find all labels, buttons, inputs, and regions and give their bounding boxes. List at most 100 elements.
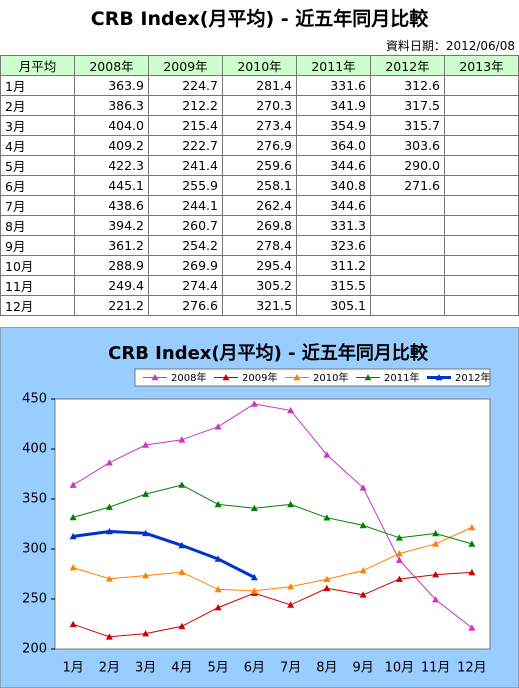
value-cell: 317.5 (370, 95, 445, 116)
data-point (178, 622, 186, 630)
data-point (395, 556, 403, 563)
data-point (287, 583, 295, 590)
value-cell: 354.9 (296, 115, 371, 136)
data-point (287, 500, 295, 508)
legend-marker (364, 374, 372, 381)
value-cell: 290.0 (370, 155, 445, 176)
month-cell: 2月 (0, 95, 75, 116)
value-cell: 274.4 (148, 275, 223, 296)
legend-label: 2010年 (313, 371, 348, 384)
empty-cell (370, 295, 445, 316)
month-cell: 6月 (0, 175, 75, 196)
table-row: 6月 445.1 255.9 258.1 340.8 271.6 (0, 175, 519, 196)
table-row: 10月 288.9 269.9 295.4 311.2 (0, 255, 519, 276)
data-point (250, 573, 258, 581)
value-cell: 278.4 (222, 235, 297, 256)
x-tick-label: 11月 (421, 661, 451, 676)
value-cell: 255.9 (148, 175, 223, 196)
data-point (69, 532, 77, 540)
value-cell: 363.9 (74, 75, 149, 96)
value-cell: 331.6 (296, 75, 371, 96)
table-row: 4月 409.2 222.7 276.9 364.0 303.6 (0, 135, 519, 156)
y-tick-label: 200 (22, 642, 47, 657)
empty-cell (370, 195, 445, 216)
legend-label: 2012年 (455, 371, 490, 384)
data-point (69, 564, 77, 571)
value-cell: 222.7 (148, 135, 223, 156)
table-row: 12月 221.2 276.6 321.5 305.1 (0, 295, 519, 316)
value-cell: 409.2 (74, 135, 149, 156)
value-cell: 258.1 (222, 175, 297, 196)
data-point (105, 528, 113, 535)
data-point (178, 436, 186, 443)
x-tick-label: 8月 (316, 661, 337, 676)
data-point (250, 400, 258, 407)
data-point (105, 459, 113, 466)
month-cell: 8月 (0, 215, 75, 236)
value-cell: 221.2 (74, 295, 149, 316)
legend-marker (222, 374, 230, 381)
data-point (432, 596, 440, 603)
data-point (178, 481, 186, 488)
value-cell: 288.9 (74, 255, 149, 276)
y-tick-label: 300 (22, 542, 47, 557)
value-cell: 270.3 (222, 95, 297, 116)
value-cell: 321.5 (222, 295, 297, 316)
value-cell: 312.6 (370, 75, 445, 96)
x-tick-label: 5月 (207, 661, 228, 676)
legend-marker (435, 374, 443, 381)
month-cell: 12月 (0, 295, 75, 316)
data-point (395, 550, 403, 557)
table-row: 1月 363.9 224.7 281.4 331.6 312.6 (0, 75, 519, 96)
empty-cell (444, 155, 519, 176)
value-cell: 323.6 (296, 235, 371, 256)
value-cell: 249.4 (74, 275, 149, 296)
series-line (72, 571, 472, 638)
value-cell: 262.4 (222, 195, 297, 216)
value-cell: 241.4 (148, 155, 223, 176)
empty-cell (444, 295, 519, 316)
value-cell: 404.0 (74, 115, 149, 136)
empty-cell (444, 95, 519, 116)
empty-cell (370, 235, 445, 256)
data-point (178, 541, 186, 549)
table-row: 8月 394.2 260.7 269.8 331.3 (0, 215, 519, 236)
page-title: CRB Index(月平均) - 近五年同月比較 (90, 8, 429, 30)
month-cell: 4月 (0, 135, 75, 156)
series-line (72, 403, 473, 629)
value-cell: 361.2 (74, 235, 149, 256)
data-point (432, 540, 440, 547)
value-cell: 259.6 (222, 155, 297, 176)
data-point (359, 521, 367, 529)
data-point (214, 585, 222, 593)
empty-cell (444, 135, 519, 156)
legend (134, 368, 491, 387)
series-line (72, 527, 473, 592)
value-cell: 276.6 (148, 295, 223, 316)
value-cell: 271.6 (370, 175, 445, 196)
data-point (323, 584, 331, 592)
value-cell: 331.3 (296, 215, 371, 236)
header-cell: 2013年 (444, 55, 519, 76)
value-cell: 276.9 (222, 135, 297, 156)
month-cell: 9月 (0, 235, 75, 256)
empty-cell (444, 115, 519, 136)
data-point (468, 540, 476, 547)
chart-title: CRB Index(月平均) - 近五年同月比較 (108, 342, 429, 364)
data-point (250, 504, 258, 511)
data-point (105, 503, 113, 510)
y-tick-label: 350 (22, 492, 47, 507)
header-cell: 2012年 (370, 55, 445, 76)
value-cell: 438.6 (74, 195, 149, 216)
y-tick-label: 400 (22, 442, 47, 457)
legend-marker (293, 374, 301, 381)
legend-label: 2008年 (171, 371, 206, 384)
table-row: 3月 404.0 215.4 273.4 354.9 315.7 (0, 115, 519, 136)
value-cell: 315.7 (370, 115, 445, 136)
value-cell: 364.0 (296, 135, 371, 156)
x-tick-label: 12月 (457, 661, 487, 676)
data-point (395, 534, 403, 541)
value-cell: 305.2 (222, 275, 297, 296)
chart: CRB Index(月平均) - 近五年同月比較 200 250 300 350 400… (0, 327, 519, 688)
value-cell: 422.3 (74, 155, 149, 176)
